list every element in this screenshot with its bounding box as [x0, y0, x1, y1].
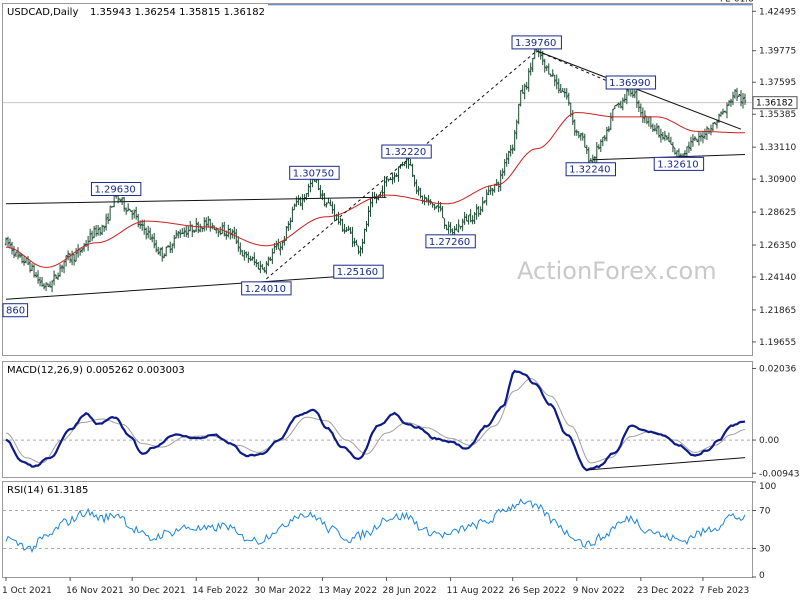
price-annotation-label: 1.24010 — [245, 284, 286, 295]
price-annotation-box — [2, 303, 29, 318]
macd-panel — [2, 361, 753, 478]
price-annotation-label: 1.36990 — [609, 78, 650, 89]
macd-line — [5, 369, 746, 472]
price-annotation-label: 1.39760 — [515, 38, 556, 49]
price-annotation-label: 1.30750 — [293, 168, 334, 179]
price-axis-label: 1.30900 — [759, 175, 796, 185]
x-axis-label: 30 Dec 2021 — [128, 586, 186, 596]
current-price-tag — [752, 96, 798, 110]
price-axis-label: 1.35385 — [759, 110, 796, 120]
price-annotation-label: 1.25160 — [337, 267, 378, 278]
chart-header-ohlc: 1.35943 1.36254 1.35815 1.36182 — [90, 7, 265, 18]
trendline-dashed-1 — [266, 50, 538, 280]
watermark: ActionForex.com — [517, 257, 717, 285]
price-annotation-label: 1.32240 — [569, 165, 610, 176]
rsi-axis-label: 100 — [759, 482, 776, 492]
x-axis-label: 14 Feb 2022 — [192, 586, 248, 596]
rsi-panel — [2, 481, 753, 578]
price-annotation-label: 1.29630 — [94, 185, 135, 196]
price-axis-label: 1.26350 — [759, 241, 796, 251]
x-axis-label: 23 Dec 2022 — [637, 586, 695, 596]
x-axis-label: 9 Nov 2022 — [573, 586, 625, 596]
price-axis-label: 1.42495 — [759, 7, 796, 17]
trendline-upper-channel — [5, 196, 387, 205]
price-annotation-box — [90, 182, 142, 197]
chart-header-symbol: USDCAD,Daily — [7, 7, 78, 18]
price-annotation-label: 860 — [6, 306, 25, 317]
fe-level-label: FE 61.8 — [720, 0, 754, 5]
price-annotation-box — [511, 35, 562, 50]
rsi-axis-label: 0 — [759, 571, 765, 581]
price-axis-label: 1.33110 — [759, 143, 796, 153]
price-panel — [2, 3, 753, 356]
price-annotation-box — [425, 234, 476, 249]
price-annotation-box — [381, 144, 432, 159]
macd-axis-label: 0.02036 — [759, 364, 796, 374]
macd-trendline — [586, 457, 746, 471]
macd-axis-label: -0.009438 — [759, 469, 800, 479]
x-axis-label: 11 Aug 2022 — [447, 586, 505, 596]
price-axis-label: 1.19655 — [759, 338, 796, 348]
macd-signal-line — [5, 377, 746, 464]
moving-average-line — [5, 112, 745, 268]
price-axis-label: 1.37595 — [759, 78, 796, 88]
macd-axis-label: 0.00 — [759, 436, 779, 446]
price-annotation-box — [565, 162, 616, 177]
x-axis-label: 28 Jun 2022 — [383, 586, 437, 596]
price-annotation-box — [653, 156, 705, 171]
x-axis-label: 7 Feb 2023 — [699, 586, 749, 596]
price-annotation-box — [333, 264, 384, 279]
price-axis-label: 1.39775 — [759, 47, 796, 57]
x-axis-label: 16 Nov 2021 — [66, 586, 124, 596]
price-axis-label: 1.24140 — [759, 273, 796, 283]
rsi-line — [5, 498, 746, 554]
current-price-label: 1.36182 — [756, 99, 793, 109]
x-axis-label: 1 Oct 2021 — [2, 586, 52, 596]
price-annotation-box — [241, 281, 292, 296]
price-axis-label: 1.28625 — [759, 208, 796, 218]
price-annotation-box — [289, 165, 340, 180]
price-annotation-label: 1.27260 — [429, 237, 470, 248]
x-axis-label: 26 Sep 2022 — [509, 586, 566, 596]
rsi-axis-label: 70 — [759, 507, 771, 517]
rsi-title: RSI(14) 61.3185 — [7, 485, 88, 496]
macd-title: MACD(12,26,9) 0.005262 0.003003 — [7, 365, 185, 376]
price-annotation-label: 1.32220 — [385, 147, 426, 158]
x-axis-label: 13 May 2022 — [318, 586, 377, 596]
x-axis-label: 30 Mar 2022 — [254, 586, 311, 596]
price-annotation-label: 1.32610 — [657, 159, 698, 170]
rsi-axis-label: 30 — [759, 545, 771, 555]
trendline-descending-resistance — [536, 50, 742, 130]
price-axis-label: 1.21865 — [759, 306, 796, 316]
trendline-lower-channel — [5, 274, 367, 300]
price-annotation-box — [605, 75, 657, 90]
